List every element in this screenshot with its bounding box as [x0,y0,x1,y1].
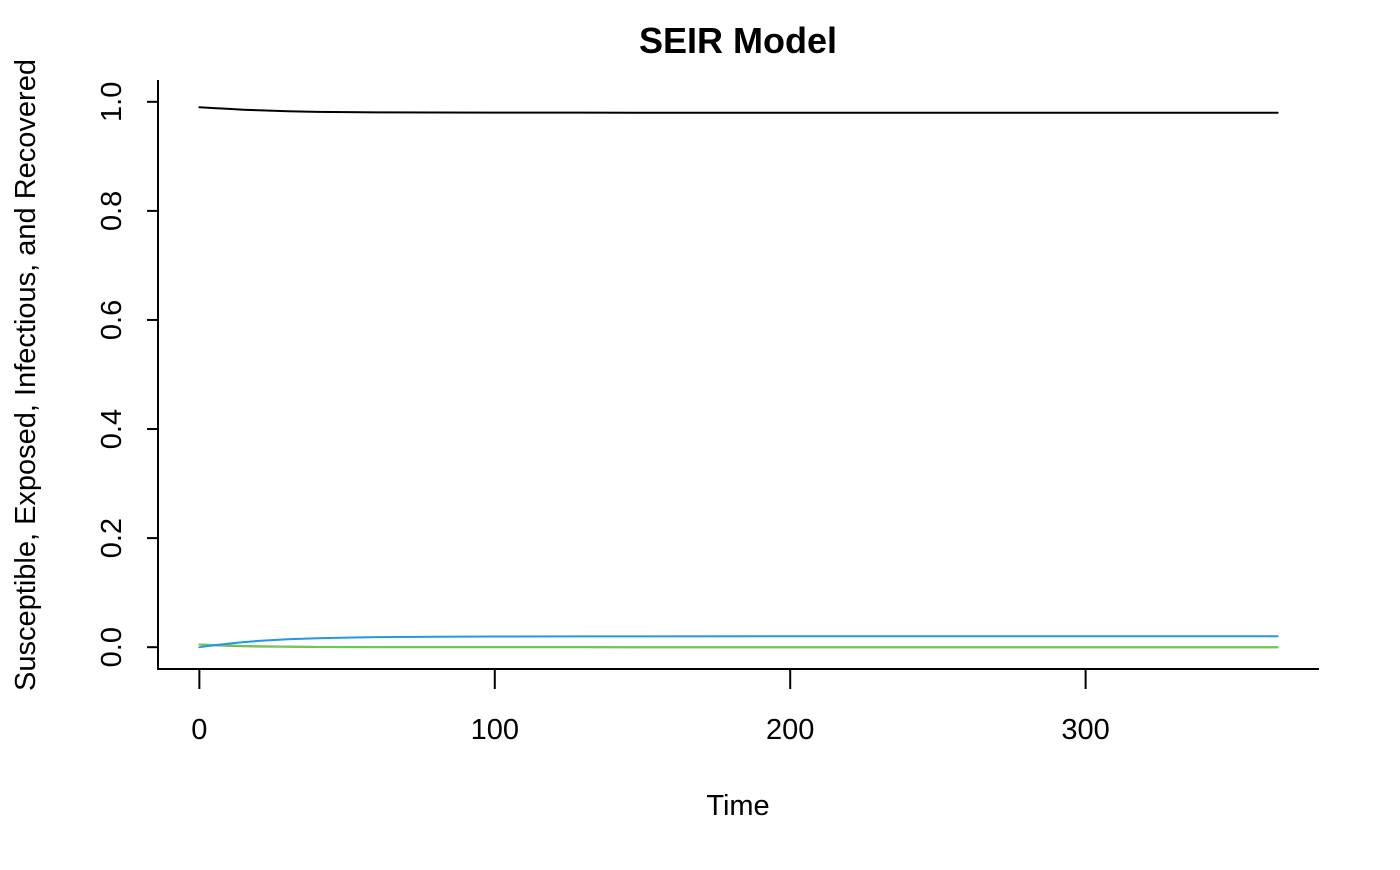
x-tick-label: 200 [766,714,814,746]
chart-title: SEIR Model [639,20,837,61]
x-tick-label: 0 [191,714,207,746]
y-tick-label: 0.4 [96,409,128,449]
series-line-blue [198,635,1279,649]
series-layer [198,106,1279,649]
y-tick-label: 0.2 [96,518,128,558]
y-tick-label: 0.6 [96,300,128,340]
x-tick-label: 100 [471,714,519,746]
series-line-black [198,106,1279,114]
series-line-green [198,643,1279,649]
y-tick-label: 0.0 [96,627,128,667]
x-axis: 0 100 200 300 [191,669,1110,746]
y-tick-label: 0.8 [96,191,128,231]
x-axis-label: Time [706,790,769,822]
y-axis: 0.0 0.2 0.4 0.6 0.8 1.0 [96,82,158,667]
plot-frame-left-bottom [157,80,1319,670]
y-tick-label: 1.0 [96,82,128,122]
x-tick-label: 300 [1061,714,1109,746]
y-axis-label: Susceptible, Exposed, Infectious, and Re… [10,59,42,691]
